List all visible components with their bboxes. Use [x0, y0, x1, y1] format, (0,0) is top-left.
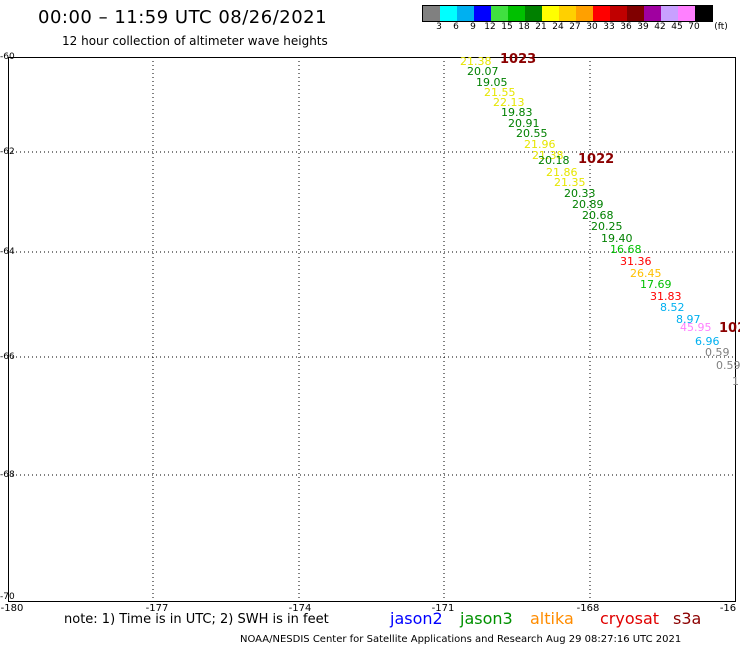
legend-swatch	[627, 6, 644, 21]
latitude-label: -64	[0, 247, 15, 257]
wave-height-value: 8.97	[676, 313, 701, 326]
legend-swatch	[491, 6, 508, 21]
legend-label: 3	[436, 22, 442, 32]
legend-label: 21	[535, 22, 547, 32]
latitude-label: -60	[0, 52, 15, 62]
latitude-label: -66	[0, 352, 15, 362]
legend-swatch	[576, 6, 593, 21]
satellite-label-s3a: s3a	[673, 609, 702, 628]
wave-height-value: 22.13	[493, 96, 525, 109]
wave-height-value: 26.45	[630, 267, 662, 280]
wave-height-value: 20.89	[572, 198, 604, 211]
wave-height-value: 17.69	[640, 278, 672, 291]
map-title: 00:00 – 11:59 UTC 08/26/2021	[38, 7, 328, 28]
legend-swatch	[661, 6, 678, 21]
wave-height-value: 6.96	[695, 335, 720, 348]
longitude-label: -171	[431, 603, 455, 614]
wave-height-value: 20.55	[516, 127, 548, 140]
longitude-label: -177	[145, 603, 169, 614]
legend-label: 36	[620, 22, 632, 32]
legend-label: 12	[484, 22, 496, 32]
wave-height-value: 19.40	[601, 232, 633, 245]
wave-height-value: 45.95	[680, 321, 712, 334]
legend-swatch	[474, 6, 491, 21]
units-note: note: 1) Time is in UTC; 2) SWH is in fe…	[64, 612, 329, 627]
legend-label: 33	[603, 22, 615, 32]
longitude-label: -180	[0, 603, 24, 614]
latitude-label: -70	[0, 592, 15, 602]
legend-swatch	[593, 6, 610, 21]
wave-height-value: 20.25	[591, 220, 623, 233]
legend-label: (ft)	[714, 22, 728, 32]
satellite-label-jason3: jason3	[460, 609, 513, 628]
legend-label: 6	[453, 22, 459, 32]
legend-label: 18	[518, 22, 530, 32]
legend-label: 45	[671, 22, 683, 32]
legend-swatch	[644, 6, 661, 21]
map-plot-area	[8, 57, 736, 602]
wave-height-value: 20.07	[467, 65, 499, 78]
wave-height-value: 21.96	[524, 138, 556, 151]
legend-label: 15	[501, 22, 513, 32]
legend-label: 30	[586, 22, 598, 32]
legend-swatch	[678, 6, 695, 21]
wave-height-value: 21.86	[546, 166, 578, 179]
wave-height-value: 20.33	[564, 187, 596, 200]
wave-height-value: 8.52	[660, 301, 685, 314]
wave-height-value: 20.68	[582, 209, 614, 222]
satellite-label-altika: altika	[530, 609, 574, 628]
pressure-label: 1022	[578, 152, 615, 167]
wave-height-value: 19.83	[501, 106, 533, 119]
wave-height-value: 21.35	[554, 176, 586, 189]
wave-height-value: 21.38	[460, 55, 492, 68]
legend-swatch	[542, 6, 559, 21]
graticule	[8, 57, 736, 602]
longitude-label: -174	[288, 603, 312, 614]
credit-line: NOAA/NESDIS Center for Satellite Applica…	[240, 634, 682, 645]
satellite-label-cryosat: cryosat	[600, 609, 660, 628]
legend-swatch	[457, 6, 474, 21]
wave-height-value: 0.59	[705, 346, 730, 359]
pressure-label: 1023	[500, 52, 537, 67]
plot-frame	[8, 57, 736, 602]
legend-swatch	[695, 6, 712, 21]
wave-height-value: 19.05	[476, 76, 508, 89]
legend-swatch	[610, 6, 627, 21]
legend-swatch	[559, 6, 576, 21]
wave-height-value: 0.59	[716, 359, 740, 372]
legend-swatch	[423, 6, 440, 21]
legend-label: 9	[470, 22, 476, 32]
longitude-label: -16	[719, 603, 737, 614]
satellite-label-jason2: jason2	[390, 609, 443, 628]
wave-height-value: 16.68	[610, 243, 642, 256]
wave-height-value: 1.	[732, 375, 740, 388]
wave-height-value: 20.91	[508, 117, 540, 130]
wave-height-value: 20.18	[538, 154, 570, 167]
color-legend	[422, 5, 713, 22]
wave-height-value: 31.83	[650, 290, 682, 303]
wave-height-value: 21.38	[532, 149, 564, 162]
legend-label: 39	[637, 22, 649, 32]
pressure-label: 102	[719, 321, 740, 336]
legend-swatch	[440, 6, 457, 21]
map-subtitle: 12 hour collection of altimeter wave hei…	[62, 34, 328, 48]
legend-label: 27	[569, 22, 581, 32]
legend-label: 42	[654, 22, 666, 32]
legend-label: 24	[552, 22, 564, 32]
latitude-label: -68	[0, 470, 15, 480]
longitude-label: -168	[576, 603, 600, 614]
legend-label: 70	[688, 22, 700, 32]
wave-height-value: 21.55	[484, 86, 516, 99]
legend-swatch	[508, 6, 525, 21]
legend-swatch	[525, 6, 542, 21]
latitude-label: -62	[0, 147, 15, 157]
wave-height-value: 31.36	[620, 255, 652, 268]
